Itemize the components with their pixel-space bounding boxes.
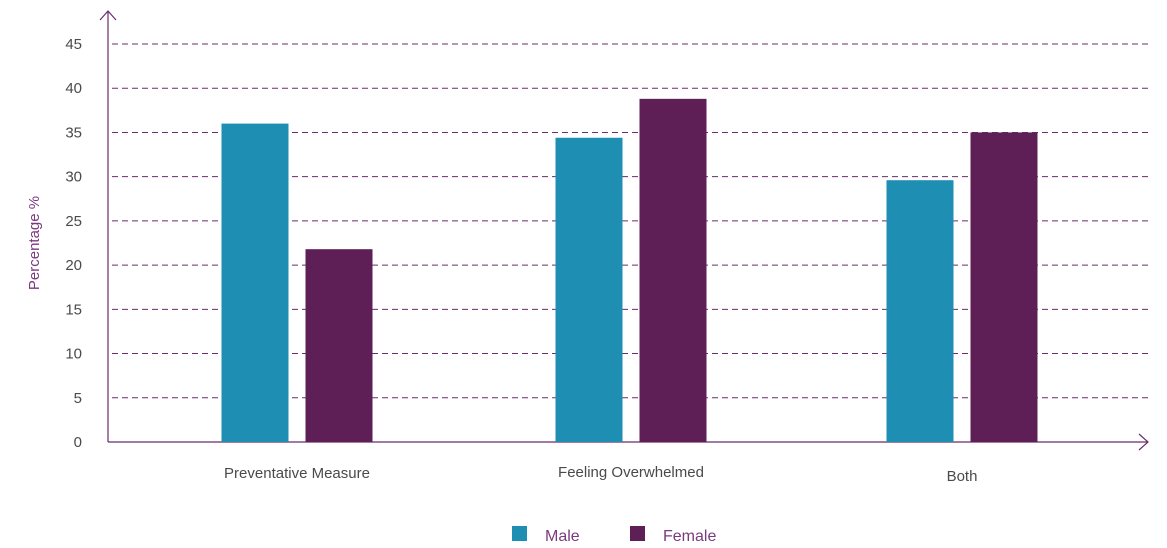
y-tick-label: 5: [74, 390, 82, 407]
x-axis-arrow: [1138, 433, 1149, 451]
y-axis-title: Percentage %: [26, 196, 43, 290]
legend-label-male: Male: [545, 528, 580, 545]
legend-swatch-male: [512, 526, 527, 541]
bar-female-1: [639, 98, 707, 442]
x-category-label: Preventative Measure: [224, 465, 370, 482]
legend-swatch-female: [630, 526, 645, 541]
y-tick-label: 10: [65, 346, 82, 363]
y-tick-label: 35: [65, 124, 82, 141]
y-tick-label: 45: [65, 36, 82, 53]
bar-male-0: [221, 123, 289, 442]
y-tick-label: 25: [65, 213, 82, 230]
bar-male-2: [886, 180, 954, 442]
y-tick-label: 30: [65, 169, 82, 186]
y-tick-label: 15: [65, 301, 82, 318]
legend: Male Female: [512, 526, 716, 545]
y-axis-arrow: [99, 10, 117, 21]
bar-female-2: [970, 132, 1038, 442]
bar-male-1: [555, 137, 623, 443]
x-category-labels: Preventative Measure Feeling Overwhelmed B…: [224, 464, 977, 485]
x-category-label: Both: [947, 468, 978, 485]
bar-female-0: [305, 249, 373, 442]
y-tick-labels: 0 5 10 15 20 25 30 35 40 45: [65, 36, 82, 451]
legend-label-female: Female: [663, 528, 716, 545]
y-tick-label: 40: [65, 80, 82, 97]
bars: [221, 98, 1038, 443]
x-category-label: Feeling Overwhelmed: [558, 464, 704, 481]
y-tick-label: 0: [74, 434, 82, 451]
y-tick-label: 20: [65, 257, 82, 274]
